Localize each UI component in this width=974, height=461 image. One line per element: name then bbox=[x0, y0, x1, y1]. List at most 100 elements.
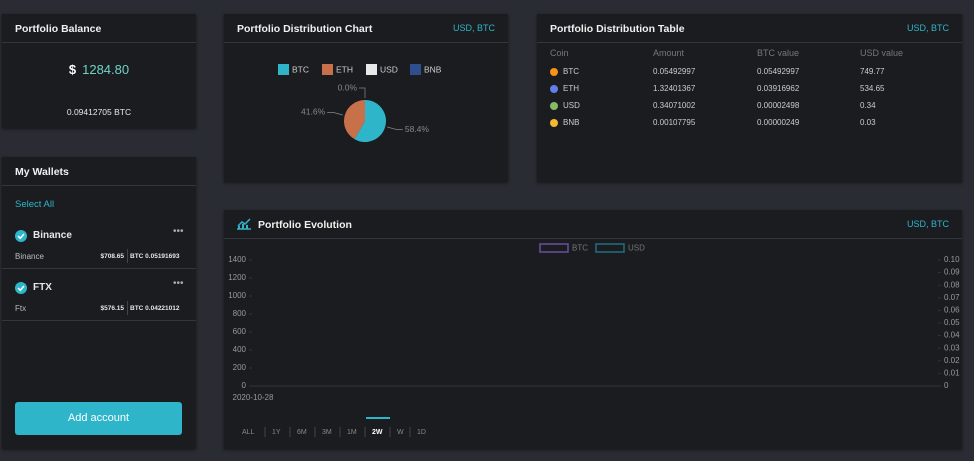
y-tick-label: 1200 bbox=[228, 273, 246, 282]
row-line bbox=[2, 320, 196, 321]
panel-title: Portfolio Distribution Chart bbox=[237, 23, 373, 35]
distribution-chart-panel: Portfolio Distribution Chart USD, BTC BTC… bbox=[224, 14, 508, 182]
panel-title: Portfolio Balance bbox=[15, 23, 102, 35]
column-header: BTC value bbox=[757, 48, 800, 58]
slice-label: 58.4% bbox=[405, 124, 430, 134]
y-tick-label: 400 bbox=[233, 345, 247, 354]
legend-label: ETH bbox=[336, 64, 353, 74]
y2-tick-label: 0 bbox=[944, 381, 949, 390]
range-button[interactable]: 2W bbox=[372, 429, 383, 436]
range-indicator bbox=[366, 417, 390, 419]
cell: 1.32401367 bbox=[653, 84, 696, 93]
y-tick-label: 1400 bbox=[228, 255, 246, 264]
range-button[interactable]: 3M bbox=[322, 429, 332, 436]
y2-tick-label: 0.01 bbox=[944, 369, 960, 378]
pie-slice bbox=[344, 100, 365, 140]
panel-title: Portfolio Distribution Table bbox=[550, 23, 685, 35]
legend-swatch bbox=[595, 243, 625, 253]
cell: 0.00002498 bbox=[757, 101, 800, 110]
cell: 0.34071002 bbox=[653, 101, 696, 110]
panel-header: Portfolio Balance bbox=[2, 14, 196, 43]
legend-swatch bbox=[539, 243, 569, 253]
y2-tick-label: 0.09 bbox=[944, 268, 960, 277]
slice-label: 41.6% bbox=[301, 107, 326, 117]
y2-tick-label: 0.06 bbox=[944, 306, 960, 315]
currency: $ bbox=[68, 62, 77, 77]
cell: 0.03 bbox=[860, 118, 876, 127]
range-button[interactable]: 6M bbox=[297, 429, 307, 436]
panel-units: USD, BTC bbox=[906, 23, 949, 33]
panel-units: USD, BTC bbox=[452, 23, 495, 33]
cell: 0.34 bbox=[860, 101, 876, 110]
wallet-name: FTX bbox=[33, 282, 52, 293]
check-icon bbox=[15, 230, 27, 242]
legend-swatch bbox=[278, 64, 289, 75]
check-mark bbox=[17, 285, 25, 292]
slice-label: 0.0% bbox=[338, 82, 358, 92]
distribution-table-panel: Portfolio Distribution Table USD, BTC Coi… bbox=[537, 14, 962, 182]
legend-swatch bbox=[410, 64, 421, 75]
select-all[interactable]: Select All bbox=[15, 199, 55, 210]
y-tick-label: 600 bbox=[233, 327, 247, 336]
leader-line bbox=[359, 87, 366, 98]
coin-name: ETH bbox=[563, 84, 579, 93]
cell: 0.03916962 bbox=[757, 84, 800, 93]
wallets-panel: My Wallets Select All Add account Binanc… bbox=[2, 157, 196, 449]
evolution-panel: Portfolio Evolution USD, BTC 0 200 400 600 80… bbox=[224, 210, 962, 449]
panel-header: Portfolio Distribution Table USD, BTC bbox=[537, 14, 962, 43]
pie-slice bbox=[354, 100, 386, 142]
chart-icon bbox=[237, 218, 251, 230]
leader-line bbox=[387, 126, 403, 130]
check-circle bbox=[15, 230, 27, 242]
balance-panel: Portfolio Balance $1284.80 0.09412705 BT… bbox=[2, 14, 196, 128]
divider bbox=[127, 301, 128, 315]
column-header: Coin bbox=[550, 48, 569, 58]
wallet-menu[interactable]: ••• bbox=[173, 226, 184, 237]
y2-tick-label: 0.08 bbox=[944, 280, 960, 289]
coin-icon bbox=[550, 102, 558, 110]
legend-label: BTC bbox=[292, 64, 309, 74]
check-icon bbox=[15, 282, 27, 294]
y2-tick-label: 0.04 bbox=[944, 331, 960, 340]
wallet-menu[interactable]: ••• bbox=[173, 278, 184, 289]
range-button[interactable]: 1D bbox=[417, 429, 426, 436]
line-chart: 0 200 400 600 800 1000 1200 1400 0 0.01 0.02 0.03 0.… bbox=[228, 243, 960, 437]
panel-units: USD, BTC bbox=[906, 219, 949, 229]
panel-title: My Wallets bbox=[15, 166, 69, 178]
coin-icon bbox=[550, 119, 558, 127]
legend-swatch bbox=[322, 64, 333, 75]
range-button[interactable]: 1M bbox=[347, 429, 357, 436]
range-button[interactable]: ALL bbox=[242, 429, 255, 436]
coin-name: USD bbox=[563, 101, 580, 110]
legend-swatch bbox=[366, 64, 377, 75]
y2-tick-label: 0.03 bbox=[944, 343, 960, 352]
coin-name: BTC bbox=[563, 67, 579, 76]
divider bbox=[127, 249, 128, 263]
legend-label: BTC bbox=[572, 244, 588, 253]
panel-header: Portfolio Evolution USD, BTC bbox=[224, 210, 962, 239]
wallet-usd: $708.65 bbox=[100, 253, 125, 260]
amount: 1284.80 bbox=[82, 62, 130, 77]
y-tick-label: 200 bbox=[233, 363, 247, 372]
cell: 0.05492997 bbox=[653, 67, 696, 76]
pie-chart: BTC ETH USD BNB 58.4% 41.6% 0.0% bbox=[278, 64, 442, 142]
y-tick-label: 0 bbox=[242, 381, 247, 390]
cell: 0.00107795 bbox=[653, 118, 696, 127]
panel-title: Portfolio Evolution bbox=[258, 219, 352, 231]
balance-amount: $1284.80 bbox=[2, 62, 196, 77]
row-line bbox=[2, 268, 196, 269]
range-button[interactable]: 1Y bbox=[272, 429, 281, 436]
y2-tick-label: 0.10 bbox=[944, 255, 960, 264]
add-account-button[interactable]: Add account bbox=[15, 402, 182, 435]
wallet-sub: Ftx bbox=[15, 304, 27, 313]
cell: 749.77 bbox=[860, 67, 885, 76]
cell: 534.65 bbox=[860, 84, 885, 93]
range-button[interactable]: W bbox=[397, 429, 404, 436]
wallet-btc: BTC 0.04221012 bbox=[130, 305, 180, 312]
coin-name: BNB bbox=[563, 118, 580, 127]
column-header: USD value bbox=[860, 48, 904, 58]
legend-label: USD bbox=[380, 64, 398, 74]
column-header: Amount bbox=[653, 48, 685, 58]
y-tick-label: 1000 bbox=[228, 291, 246, 300]
panel-header: My Wallets bbox=[2, 157, 196, 186]
